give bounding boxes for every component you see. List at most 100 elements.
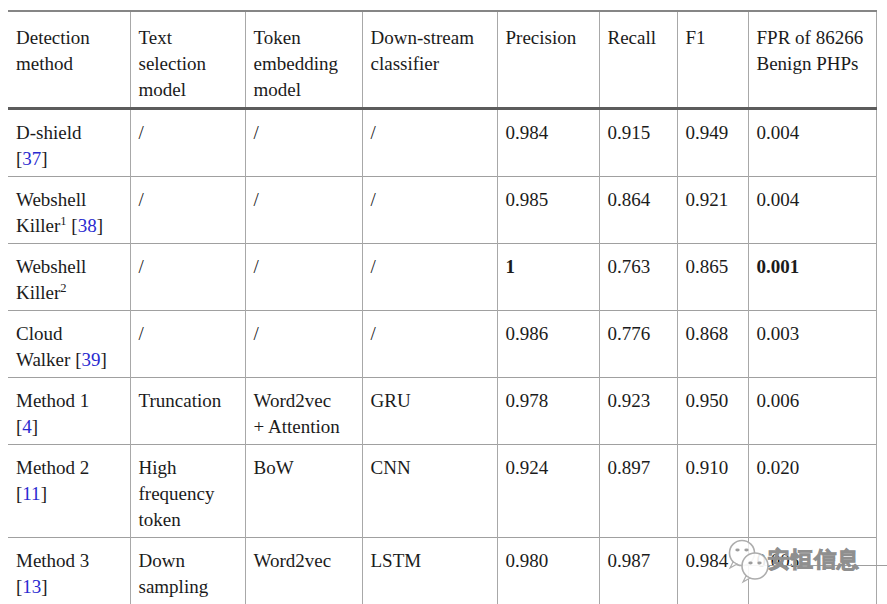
cell-classifier: LSTM	[362, 538, 497, 604]
method-name: Method 1	[16, 388, 124, 414]
citation-link[interactable]: 11	[22, 483, 40, 504]
cell-fpr: 0.004	[748, 109, 876, 177]
cell-fpr: 0.006	[748, 378, 876, 445]
cell-method: Method 2 [11]	[8, 445, 130, 538]
cell-text-selection: /	[130, 109, 245, 177]
header-line: FPR of 86266	[757, 25, 870, 51]
method-name: Webshell	[16, 187, 124, 213]
cell-method: D-shield [37]	[8, 109, 130, 177]
citation-link[interactable]: 37	[22, 148, 41, 169]
footnote-marker: 2	[60, 281, 66, 295]
bracket: ]	[100, 349, 106, 370]
cell-f1: 0.910	[677, 445, 748, 538]
header-line: model	[254, 77, 356, 103]
col-header-text-selection-model: Text selection model	[130, 11, 245, 109]
bracket: ]	[32, 416, 38, 437]
method-name: Cloud	[16, 321, 124, 347]
header-row: Detection method Text selection model To…	[8, 11, 876, 109]
cell-method: Webshell Killer2	[8, 244, 130, 311]
header-line: method	[16, 51, 124, 77]
cell-token-embedding: BoW	[245, 445, 362, 538]
cell-text-selection: Truncation	[130, 378, 245, 445]
cell-recall: 0.864	[599, 177, 677, 244]
cell-recall: 0.897	[599, 445, 677, 538]
header-line: Text	[139, 25, 239, 51]
cell-fpr: 0.003	[748, 311, 876, 378]
wechat-logo-icon	[722, 536, 774, 586]
header-line: Benign PHPs	[757, 51, 870, 77]
cell-token-embedding: /	[245, 311, 362, 378]
method-name: Webshell	[16, 254, 124, 280]
citation-link[interactable]: 4	[22, 416, 32, 437]
footnote-marker: 1	[60, 214, 66, 228]
cell-precision: 0.984	[497, 109, 599, 177]
cell-f1: 0.921	[677, 177, 748, 244]
header-line: Detection	[16, 25, 124, 51]
cell-precision: 0.985	[497, 177, 599, 244]
cell-text-selection: Down sampling	[130, 538, 245, 604]
cell-classifier: CNN	[362, 445, 497, 538]
bracket: ]	[97, 215, 103, 236]
citation-link[interactable]: 13	[22, 576, 41, 597]
cell-precision: 0.978	[497, 378, 599, 445]
cell-precision: 0.980	[497, 538, 599, 604]
col-header-f1: F1	[677, 11, 748, 109]
citation-link[interactable]: 39	[81, 349, 100, 370]
cell-classifier: /	[362, 177, 497, 244]
cell-text-selection: /	[130, 311, 245, 378]
cell-method: Method 3 [13]	[8, 538, 130, 604]
cell-fpr: 0.020	[748, 445, 876, 538]
cell-recall: 0.923	[599, 378, 677, 445]
cell-f1: 0.949	[677, 109, 748, 177]
cell-token-embedding: /	[245, 109, 362, 177]
table-row: Webshell Killer1 [38] / / / 0.985 0.864 …	[8, 177, 876, 244]
col-header-detection-method: Detection method	[8, 11, 130, 109]
cell-f1: 0.950	[677, 378, 748, 445]
col-header-precision: Precision	[497, 11, 599, 109]
header-line: selection	[139, 51, 239, 77]
cell-fpr: 0.001	[748, 244, 876, 311]
col-header-token-embedding-model: Token embedding model	[245, 11, 362, 109]
header-line: F1	[686, 25, 742, 51]
header-line: model	[139, 77, 239, 103]
header-line: Precision	[506, 25, 593, 51]
results-table: Detection method Text selection model To…	[8, 10, 877, 604]
citation-link[interactable]: 38	[78, 215, 97, 236]
cell-precision: 1	[497, 244, 599, 311]
cell-classifier: GRU	[362, 378, 497, 445]
cell-recall: 0.763	[599, 244, 677, 311]
cell-text-selection: High frequency token	[130, 445, 245, 538]
cell-recall: 0.915	[599, 109, 677, 177]
cell-precision: 0.986	[497, 311, 599, 378]
method-name: D-shield	[16, 120, 124, 146]
header-line: Down-stream	[371, 25, 491, 51]
cell-classifier: /	[362, 109, 497, 177]
cell-token-embedding: /	[245, 244, 362, 311]
cell-token-embedding: /	[245, 177, 362, 244]
table-row: Method 1 [4] Truncation Word2vec + Atten…	[8, 378, 876, 445]
paper-table-page: Detection method Text selection model To…	[0, 0, 887, 604]
method-name: Walker	[16, 349, 70, 370]
cell-recall: 0.987	[599, 538, 677, 604]
header-line: classifier	[371, 51, 491, 77]
cell-precision: 0.924	[497, 445, 599, 538]
col-header-recall: Recall	[599, 11, 677, 109]
table-row: Method 2 [11] High frequency token BoW C…	[8, 445, 876, 538]
cell-method: Cloud Walker [39]	[8, 311, 130, 378]
bracket: ]	[41, 483, 47, 504]
bracket: ]	[41, 576, 47, 597]
cell-f1: 0.868	[677, 311, 748, 378]
method-name: Method 3	[16, 548, 124, 574]
cell-method: Webshell Killer1 [38]	[8, 177, 130, 244]
cell-text-selection: /	[130, 244, 245, 311]
cell-classifier: /	[362, 244, 497, 311]
method-name: Method 2	[16, 455, 124, 481]
header-line: embedding	[254, 51, 356, 77]
cell-token-embedding: Word2vec	[245, 538, 362, 604]
table-row: Webshell Killer2 / / / 1 0.763 0.865 0.0…	[8, 244, 876, 311]
cell-text-selection: /	[130, 177, 245, 244]
header-line: Token	[254, 25, 356, 51]
method-name: Killer	[16, 282, 60, 303]
cell-f1: 0.865	[677, 244, 748, 311]
col-header-downstream-classifier: Down-stream classifier	[362, 11, 497, 109]
